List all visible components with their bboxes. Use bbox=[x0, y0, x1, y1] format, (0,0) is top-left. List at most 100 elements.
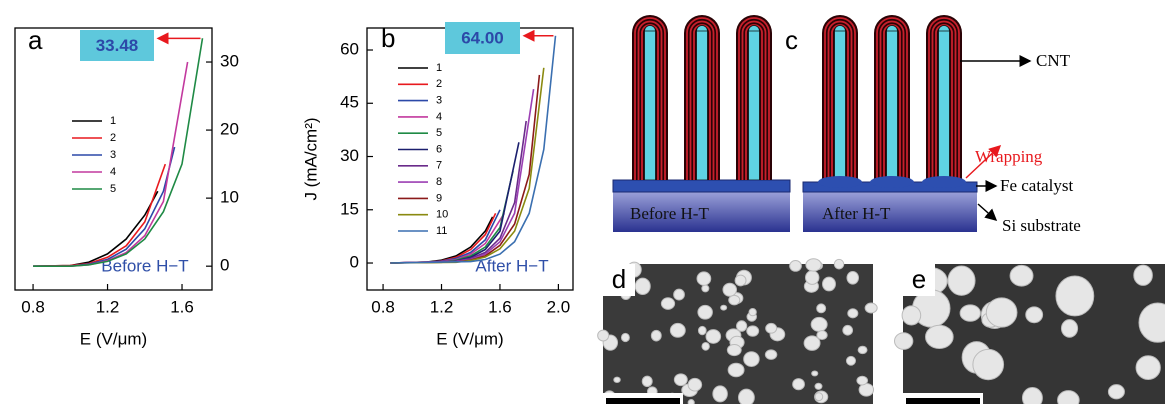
particle bbox=[790, 261, 802, 272]
callout-text: 33.48 bbox=[96, 36, 139, 55]
particle bbox=[793, 379, 805, 390]
x-tick-label: 2.0 bbox=[547, 297, 571, 316]
y-tick-label: 0 bbox=[350, 253, 359, 272]
legend-label: 2 bbox=[436, 78, 442, 90]
particle bbox=[598, 330, 609, 341]
legend-label: 6 bbox=[436, 143, 442, 155]
particle bbox=[698, 326, 706, 334]
particle bbox=[1134, 265, 1153, 285]
particle bbox=[1022, 387, 1042, 404]
particle bbox=[834, 259, 844, 269]
legend-label: 4 bbox=[436, 111, 442, 123]
before-label: Before H-T bbox=[630, 204, 709, 223]
series-line bbox=[33, 147, 175, 266]
particle bbox=[804, 336, 820, 351]
particle bbox=[744, 352, 760, 367]
particle bbox=[817, 304, 826, 313]
x-tick-label: 1.2 bbox=[430, 297, 454, 316]
particle bbox=[728, 363, 744, 377]
particle bbox=[661, 298, 674, 310]
series-line bbox=[390, 75, 539, 263]
y-axis-label: J (mA/cm²) bbox=[301, 117, 320, 200]
x-tick-label: 0.8 bbox=[371, 297, 395, 316]
fe-particle bbox=[870, 176, 914, 188]
y-tick-label: 30 bbox=[340, 146, 359, 165]
legend-label: 10 bbox=[436, 209, 448, 221]
particle bbox=[1136, 356, 1160, 380]
legend-label: 5 bbox=[436, 127, 442, 139]
particle bbox=[749, 308, 756, 315]
x-tick-label: 1.6 bbox=[170, 297, 194, 316]
fe-layer bbox=[613, 180, 790, 192]
particle bbox=[843, 325, 853, 335]
cnt-pillar bbox=[926, 15, 962, 180]
cnt-label: CNT bbox=[1036, 51, 1071, 70]
particle bbox=[727, 345, 741, 356]
x-tick-label: 1.6 bbox=[488, 297, 512, 316]
panel-label: d bbox=[612, 264, 626, 294]
particle bbox=[747, 326, 759, 336]
particle bbox=[815, 393, 823, 401]
cnt-pillar bbox=[822, 15, 858, 180]
particle bbox=[688, 400, 694, 404]
particle bbox=[698, 305, 712, 319]
figure: 0.81.21.60102030E (V/μm)aBefore H−T12345… bbox=[0, 0, 1165, 404]
particle bbox=[1061, 320, 1077, 338]
particle bbox=[902, 306, 921, 325]
particle bbox=[674, 289, 685, 300]
series-line bbox=[33, 62, 188, 266]
y-tick-label: 30 bbox=[220, 52, 239, 71]
particle bbox=[895, 333, 913, 350]
legend-label: 9 bbox=[436, 192, 442, 204]
particle bbox=[823, 277, 836, 291]
particle bbox=[651, 330, 661, 341]
after-label: After H-T bbox=[822, 204, 891, 223]
si-label: Si substrate bbox=[1002, 216, 1081, 235]
cnt-pillar bbox=[632, 15, 668, 180]
y-tick-label: 45 bbox=[340, 93, 359, 112]
particle bbox=[688, 378, 702, 391]
particle bbox=[926, 325, 954, 348]
particle bbox=[642, 376, 652, 386]
arrow bbox=[978, 204, 996, 220]
x-tick-label: 0.8 bbox=[21, 297, 45, 316]
diagram: Before H-T After H-T c CNT Wrapping Fe c… bbox=[613, 15, 1081, 235]
particle bbox=[697, 272, 711, 285]
particle bbox=[706, 330, 721, 344]
particle bbox=[713, 386, 728, 402]
scale-bar-inner bbox=[606, 398, 680, 404]
particle bbox=[806, 259, 821, 271]
legend-label: 7 bbox=[436, 160, 442, 172]
particle bbox=[960, 305, 980, 321]
x-axis-label: E (V/μm) bbox=[436, 329, 503, 348]
particle bbox=[847, 271, 859, 284]
panel-label: a bbox=[28, 25, 43, 55]
particle bbox=[948, 266, 975, 295]
particle bbox=[815, 383, 822, 389]
particle bbox=[766, 323, 777, 333]
legend-label: 11 bbox=[436, 225, 447, 237]
particle bbox=[635, 278, 650, 294]
particle bbox=[723, 283, 737, 296]
legend-label: 5 bbox=[110, 183, 116, 195]
panel-label: b bbox=[381, 23, 395, 53]
particle bbox=[737, 321, 747, 331]
particle bbox=[812, 371, 818, 376]
cnt-pillar bbox=[736, 15, 772, 180]
particle bbox=[1026, 307, 1043, 323]
series-line bbox=[33, 38, 202, 266]
particle bbox=[1010, 265, 1033, 286]
legend-label: 1 bbox=[110, 115, 116, 127]
legend-label: 3 bbox=[110, 149, 116, 161]
fe-particle bbox=[922, 176, 966, 188]
particle bbox=[738, 389, 754, 404]
particle bbox=[721, 305, 727, 310]
callout-text: 64.00 bbox=[461, 28, 504, 47]
scale-bar-inner bbox=[906, 398, 980, 404]
legend-label: 2 bbox=[110, 132, 116, 144]
y-tick-label: 10 bbox=[220, 188, 239, 207]
particle bbox=[670, 323, 685, 337]
